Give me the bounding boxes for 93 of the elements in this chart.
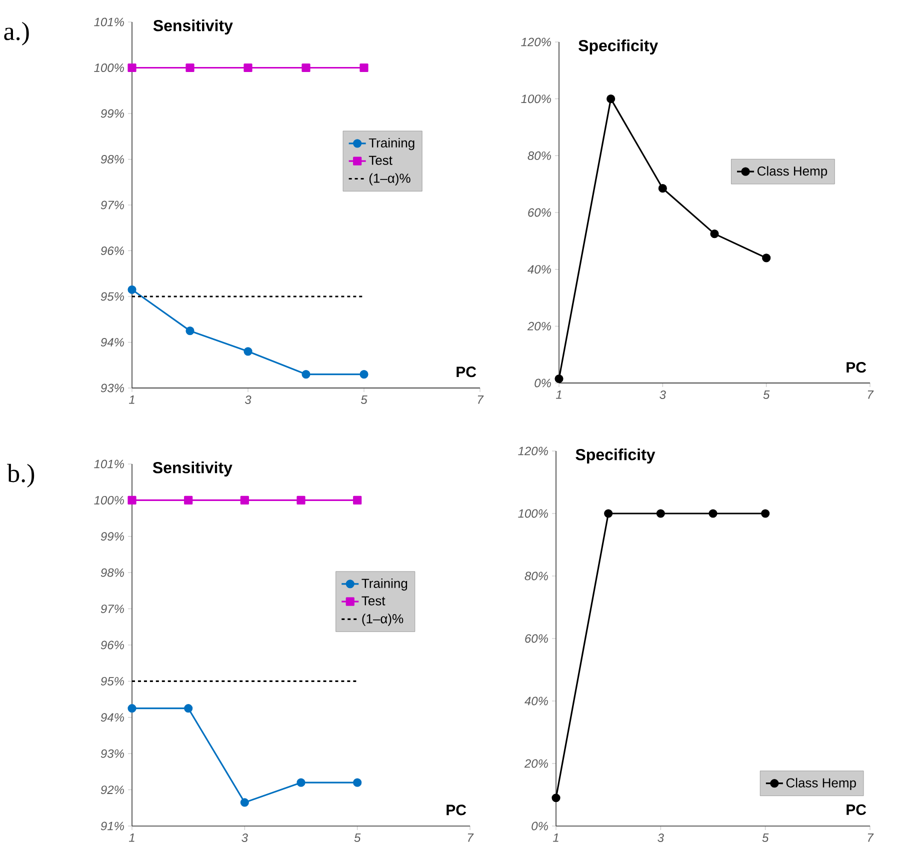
x-tick-label: 7 [468, 834, 474, 842]
point [128, 496, 136, 505]
x-tick-label: 1 [552, 834, 558, 842]
y-tick-label: 95% [100, 292, 124, 301]
x-axis-title: PC [456, 366, 476, 378]
point [360, 63, 368, 72]
point [353, 778, 362, 787]
y-tick-label: 101% [94, 460, 124, 468]
point [302, 370, 310, 379]
y-tick-label: 60% [528, 208, 551, 217]
legend-label: Class Hemp [786, 778, 856, 790]
y-tick-label: 100% [521, 94, 551, 104]
y-tick-label: 94% [100, 338, 124, 347]
point [606, 94, 616, 104]
x-tick-label: 7 [868, 834, 874, 842]
x-tick-label: 3 [244, 396, 252, 404]
point [186, 326, 194, 336]
y-tick-label: 96% [100, 640, 124, 650]
chart-title: Sensitivity [153, 20, 233, 34]
x-tick-label: 3 [242, 834, 248, 842]
y-tick-label: 100% [94, 496, 124, 504]
y-tick-label: 100% [518, 509, 548, 518]
point [658, 184, 667, 193]
x-tick-label: 5 [763, 390, 770, 399]
point [360, 370, 368, 379]
y-tick-label: 80% [524, 572, 548, 580]
legend-label: (1–α)% [369, 173, 410, 186]
point [186, 63, 194, 72]
y-tick-label: 98% [100, 155, 124, 164]
point [128, 704, 136, 713]
point [302, 63, 310, 72]
x-tick-label: 1 [128, 834, 134, 842]
point [184, 704, 193, 713]
point [240, 798, 249, 807]
y-tick-label: 92% [100, 786, 124, 794]
point [296, 778, 306, 787]
y-tick-label: 96% [100, 246, 124, 256]
y-tick-label: 120% [521, 38, 551, 46]
point [762, 254, 771, 262]
legend-label: (1–α)% [362, 614, 404, 626]
y-tick-label: 93% [100, 384, 124, 392]
x-tick-label: 3 [658, 834, 664, 842]
legend-label: Training [368, 138, 414, 150]
point [184, 496, 193, 505]
point [296, 496, 306, 505]
x-tick-label: 3 [660, 390, 666, 400]
x-tick-label: 1 [128, 396, 134, 404]
x-tick-label: 7 [478, 396, 484, 404]
y-tick-label: 120% [518, 446, 548, 456]
y-tick-label: 60% [525, 634, 548, 643]
point [353, 496, 362, 505]
y-tick-label: 94% [100, 713, 124, 722]
text: a.) [4, 22, 29, 46]
y-tick-label: 0% [532, 822, 548, 830]
legend-label: Class Hemp [757, 166, 828, 178]
y-tick-label: 20% [524, 759, 548, 768]
point [244, 63, 252, 72]
y-tick-label: 40% [528, 265, 551, 274]
x-tick-label: 7 [868, 390, 874, 399]
y-tick-label: 99% [100, 532, 124, 541]
legend-label: Test [362, 596, 386, 606]
y-tick-label: 99% [100, 109, 124, 118]
legend-label: Test [368, 156, 392, 165]
y-tick-label: 97% [100, 200, 124, 210]
chart-title: Specificity [578, 40, 658, 54]
point [710, 230, 719, 238]
point [244, 347, 252, 356]
chart-title: Sensitivity [152, 462, 232, 476]
point [128, 285, 136, 294]
y-tick-label: 97% [100, 604, 124, 614]
x-tick-label: 1 [556, 390, 562, 399]
x-tick-label: 5 [360, 396, 368, 404]
y-tick-label: 91% [100, 822, 124, 830]
x-axis-title: PC [846, 804, 866, 815]
text: b.) [7, 464, 34, 488]
x-axis-title: PC [846, 362, 866, 373]
point [240, 496, 249, 505]
point [128, 63, 136, 72]
y-tick-label: 95% [100, 676, 124, 686]
x-axis-title: PC [446, 804, 466, 816]
y-tick-label: 0% [534, 378, 551, 388]
x-tick-label: 5 [762, 834, 769, 842]
y-tick-label: 101% [94, 18, 124, 26]
y-tick-label: 98% [100, 568, 124, 577]
y-tick-label: 93% [100, 749, 124, 758]
y-tick-label: 40% [524, 696, 548, 706]
x-tick-label: 5 [354, 834, 361, 842]
legend-label: Training [362, 578, 408, 591]
y-tick-label: 80% [528, 151, 551, 160]
point [554, 374, 564, 384]
y-tick-label: 100% [94, 64, 124, 72]
chart-title: Specificity [576, 448, 656, 464]
y-tick-label: 20% [527, 322, 551, 330]
